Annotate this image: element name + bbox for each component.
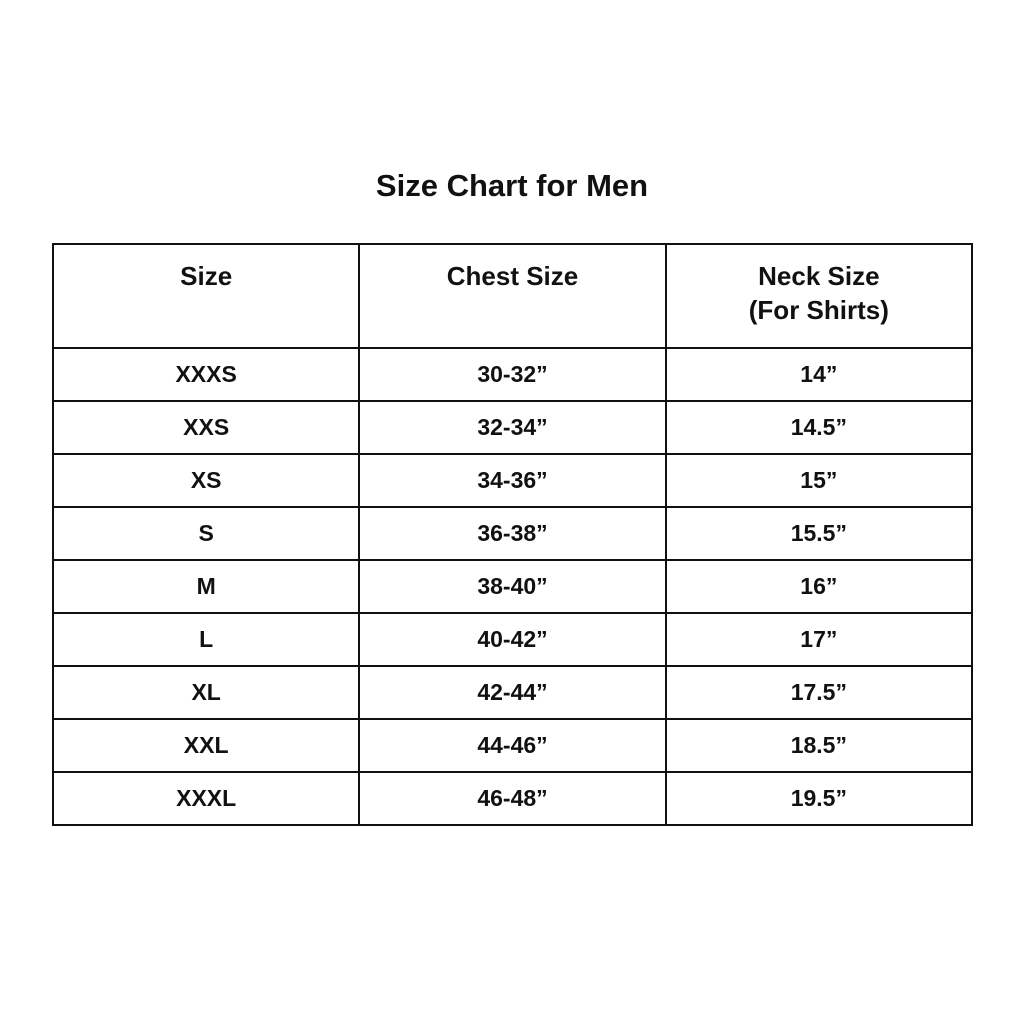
- table-row: XXL 44-46” 18.5”: [51, 718, 974, 773]
- chest-size-cell: 40-42”: [358, 612, 667, 667]
- page-title: Size Chart for Men: [375, 168, 649, 203]
- chest-size-cell: 44-46”: [358, 718, 667, 773]
- header-neck-size-note: (For Shirts): [748, 295, 889, 325]
- table-row: XS 34-36” 15”: [51, 453, 974, 508]
- neck-size-cell: 17.5”: [664, 665, 974, 720]
- neck-size-cell: 18.5”: [664, 718, 974, 773]
- header-neck-size: Neck Size (For Shirts): [664, 243, 974, 349]
- size-cell: XXXL: [51, 771, 361, 826]
- chest-size-cell: 46-48”: [358, 771, 667, 826]
- table-row: XXXS 30-32” 14”: [51, 347, 974, 402]
- chest-size-cell: 36-38”: [358, 506, 667, 561]
- chest-size-cell: 38-40”: [358, 559, 667, 614]
- table-row: XL 42-44” 17.5”: [51, 665, 974, 720]
- table-row: XXXL 46-48” 19.5”: [51, 771, 974, 826]
- size-cell: XL: [51, 665, 361, 720]
- header-chest-size: Chest Size: [358, 243, 667, 349]
- table-row: L 40-42” 17”: [51, 612, 974, 667]
- neck-size-cell: 14.5”: [664, 400, 974, 455]
- header-size: Size: [51, 243, 361, 349]
- size-cell: L: [51, 612, 361, 667]
- size-cell: S: [51, 506, 361, 561]
- header-neck-size-label: Neck Size: [758, 261, 880, 291]
- chest-size-cell: 32-34”: [358, 400, 667, 455]
- size-cell: XXL: [51, 718, 361, 773]
- neck-size-cell: 14”: [664, 347, 974, 402]
- neck-size-cell: 15”: [664, 453, 974, 508]
- neck-size-cell: 15.5”: [664, 506, 974, 561]
- size-cell: XS: [51, 453, 361, 508]
- neck-size-cell: 19.5”: [664, 771, 974, 826]
- size-cell: XXS: [51, 400, 361, 455]
- size-chart-table: Size Chest Size Neck Size (For Shirts) XX…: [51, 243, 974, 826]
- table-header-row: Size Chest Size Neck Size (For Shirts): [51, 243, 974, 349]
- table-row: M 38-40” 16”: [51, 559, 974, 614]
- chest-size-cell: 30-32”: [358, 347, 667, 402]
- neck-size-cell: 16”: [664, 559, 974, 614]
- size-cell: M: [51, 559, 361, 614]
- table-row: S 36-38” 15.5”: [51, 506, 974, 561]
- chest-size-cell: 34-36”: [358, 453, 667, 508]
- size-cell: XXXS: [51, 347, 361, 402]
- neck-size-cell: 17”: [664, 612, 974, 667]
- chest-size-cell: 42-44”: [358, 665, 667, 720]
- table-row: XXS 32-34” 14.5”: [51, 400, 974, 455]
